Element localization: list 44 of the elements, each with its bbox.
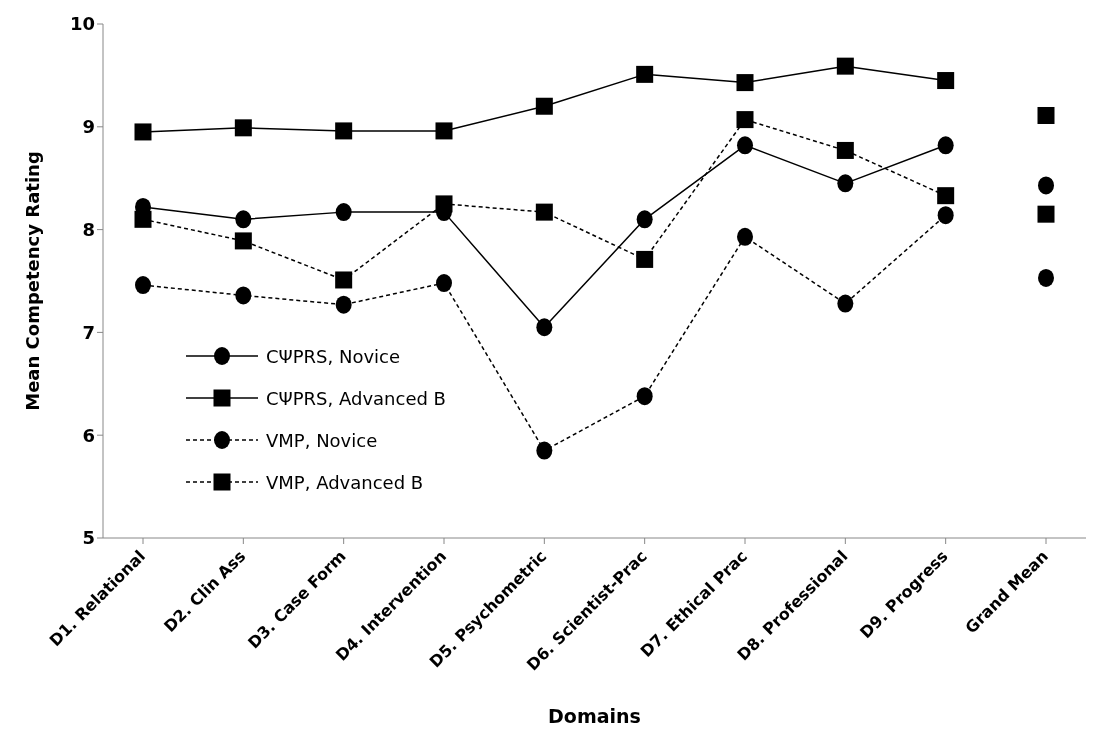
point: [234, 232, 252, 250]
y-tick-label: 7: [82, 321, 95, 343]
point: [436, 274, 452, 293]
point: [536, 441, 553, 460]
point: [636, 210, 653, 229]
y-tick-label: 6: [82, 424, 95, 446]
point: [536, 318, 553, 337]
y-tick-label: 8: [82, 218, 95, 240]
point: [335, 122, 353, 140]
point: [736, 111, 754, 129]
point: [435, 122, 453, 140]
point: [535, 97, 553, 115]
point: [134, 123, 152, 141]
legend-label: VMP, Novice: [266, 429, 378, 451]
point: [836, 57, 854, 75]
point: [234, 119, 252, 137]
point: [636, 65, 654, 83]
legend-label: VMP, Advanced B: [266, 471, 424, 493]
point: [837, 174, 854, 193]
x-axis-title: Domains: [548, 705, 641, 727]
legend-label: CΨPRS, Advanced B: [266, 387, 446, 409]
point: [937, 206, 954, 225]
point: [636, 387, 653, 406]
point: [535, 203, 553, 221]
point: [335, 295, 352, 314]
y-tick-label: 10: [69, 13, 95, 35]
point: [737, 227, 753, 246]
legend-label: CΨPRS, Novice: [266, 345, 401, 367]
point: [836, 141, 854, 159]
point: [736, 74, 754, 92]
point: [335, 203, 352, 222]
point: [837, 294, 854, 313]
point: [235, 210, 252, 229]
point: [636, 250, 654, 268]
point: [937, 187, 955, 205]
point: [235, 286, 252, 305]
y-tick-label: 9: [82, 116, 95, 138]
point: [937, 72, 955, 90]
y-tick-label: 5: [82, 527, 95, 549]
point: [737, 136, 753, 155]
point: [335, 271, 353, 289]
point: [937, 136, 954, 155]
point: [135, 276, 151, 295]
y-axis-title: Mean Competency Rating: [22, 151, 44, 411]
